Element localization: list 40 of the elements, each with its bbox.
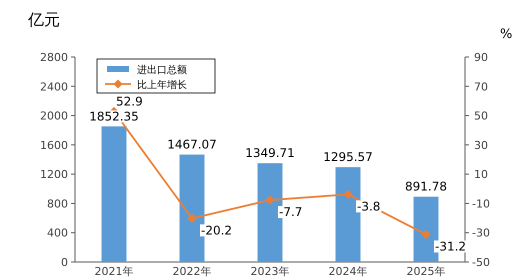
y-tick-label: 800 xyxy=(47,197,68,210)
y-tick-label: 2400 xyxy=(40,80,68,94)
x-tick-label: 2021年 xyxy=(94,265,134,278)
y-tick-label: 2800 xyxy=(40,51,68,64)
x-tick-label: 2025年 xyxy=(406,265,446,278)
data-label: -7.7 xyxy=(279,205,302,220)
y2-tick-label: 70 xyxy=(474,80,488,94)
data-label: 1467.07 xyxy=(167,138,217,152)
point xyxy=(422,230,430,239)
y2-tick-label: -50 xyxy=(472,256,490,269)
point xyxy=(188,214,196,223)
y2-tick-label: 30 xyxy=(474,138,488,152)
data-label: 891.78 xyxy=(405,180,447,194)
x-tick-label: 2024年 xyxy=(328,265,368,278)
y2-tick-label: 10 xyxy=(474,168,488,182)
bar xyxy=(102,126,126,262)
y2-axis-title: % xyxy=(500,27,512,42)
data-label: 1349.71 xyxy=(245,146,295,160)
data-label: 1852.35 xyxy=(89,109,139,124)
data-label: -31.2 xyxy=(435,239,466,254)
x-tick-label: 2022年 xyxy=(172,265,212,278)
legend-label: 进出口总额 xyxy=(137,64,187,76)
data-label: -3.8 xyxy=(357,199,380,214)
y-tick-label: 400 xyxy=(47,226,68,240)
y2-tick-label: -10 xyxy=(472,197,490,210)
y-tick-label: 0 xyxy=(61,256,68,269)
legend-label: 比上年增长 xyxy=(137,79,187,91)
point xyxy=(266,196,274,205)
y-axis-title: 亿元 xyxy=(27,10,60,29)
data-label: 52.9 xyxy=(116,94,143,108)
data-label: 1295.57 xyxy=(323,150,373,164)
data-label: -20.2 xyxy=(201,223,232,238)
y-tick-label: 1600 xyxy=(40,138,68,152)
point xyxy=(344,190,352,199)
y2-tick-label: 50 xyxy=(474,110,488,123)
y2-tick-label: -30 xyxy=(472,226,490,240)
y2-tick-label: 90 xyxy=(474,51,488,64)
x-tick-label: 2023年 xyxy=(250,265,290,278)
y-tick-label: 2000 xyxy=(40,110,68,123)
y-tick-label: 1200 xyxy=(40,168,68,182)
